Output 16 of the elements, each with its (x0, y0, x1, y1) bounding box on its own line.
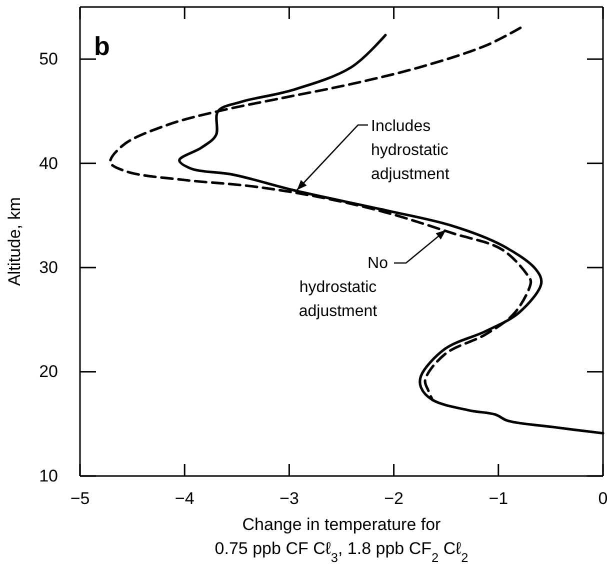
text: No hydrostatic adjustment (298, 255, 388, 320)
y-tick-label: 30 (39, 258, 58, 277)
x-tick-label: −5 (70, 489, 90, 508)
annotation: b (94, 31, 110, 61)
x-tick-label: −4 (174, 489, 194, 508)
y-tick-label: 20 (39, 362, 58, 382)
x-tick-label: −3 (280, 489, 299, 508)
y-tick-label: 40 (39, 154, 58, 173)
x-tick-label: 0 (598, 489, 607, 508)
x-tick-label: −1 (488, 489, 508, 508)
x-axis-title: Change in temperature for 0.75 ppb CF Cℓ$_{3}$, 1.8 ppb CF$_{2}$ Cℓ$_{2}$ (214, 515, 468, 564)
y-tick-label: 50 (39, 50, 58, 69)
y-tick-label: 10 (39, 466, 58, 486)
x-tick-label: −2 (384, 489, 404, 508)
y-axis-title: Altitude, km (5, 197, 24, 286)
series-label: Includes hydrostatic adjustment (371, 118, 450, 183)
